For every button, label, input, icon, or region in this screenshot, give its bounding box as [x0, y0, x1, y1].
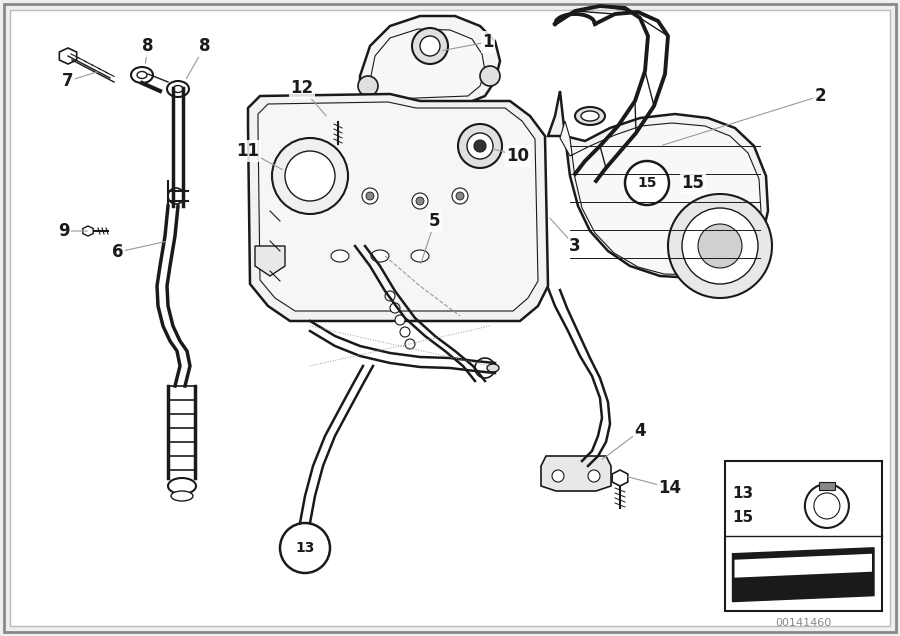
Ellipse shape — [371, 250, 389, 262]
Circle shape — [420, 36, 440, 56]
Circle shape — [280, 523, 330, 573]
Circle shape — [480, 66, 500, 86]
Circle shape — [668, 194, 772, 298]
Text: 13: 13 — [295, 541, 315, 555]
Polygon shape — [332, 110, 344, 122]
Polygon shape — [255, 246, 285, 276]
FancyBboxPatch shape — [10, 10, 890, 626]
Polygon shape — [59, 48, 76, 64]
Ellipse shape — [168, 478, 196, 494]
Circle shape — [390, 303, 400, 313]
Polygon shape — [258, 102, 538, 311]
Circle shape — [625, 161, 669, 205]
Circle shape — [474, 140, 486, 152]
Circle shape — [456, 192, 464, 200]
Ellipse shape — [167, 81, 189, 97]
Text: 7: 7 — [62, 72, 74, 90]
Ellipse shape — [581, 111, 599, 121]
FancyBboxPatch shape — [724, 461, 882, 611]
Circle shape — [362, 188, 378, 204]
Circle shape — [416, 197, 424, 205]
Text: 4: 4 — [634, 422, 646, 440]
Polygon shape — [548, 91, 768, 278]
Circle shape — [698, 224, 742, 268]
Text: 15: 15 — [681, 174, 705, 192]
Text: 3: 3 — [569, 237, 580, 255]
Circle shape — [385, 291, 395, 301]
Ellipse shape — [173, 85, 183, 92]
Polygon shape — [612, 470, 628, 486]
Polygon shape — [248, 94, 548, 321]
Ellipse shape — [575, 107, 605, 125]
Circle shape — [366, 192, 374, 200]
Ellipse shape — [594, 171, 622, 191]
Text: 11: 11 — [237, 142, 259, 160]
Text: 2: 2 — [814, 87, 826, 105]
Text: 15: 15 — [733, 511, 753, 525]
Circle shape — [588, 470, 600, 482]
Circle shape — [452, 188, 468, 204]
Ellipse shape — [137, 71, 147, 78]
Circle shape — [682, 208, 758, 284]
Polygon shape — [560, 121, 761, 275]
Ellipse shape — [331, 250, 349, 262]
Ellipse shape — [171, 491, 193, 501]
Text: 8: 8 — [142, 37, 154, 55]
Circle shape — [467, 133, 493, 159]
Bar — [819, 482, 835, 490]
Circle shape — [272, 138, 348, 214]
Ellipse shape — [411, 250, 429, 262]
Circle shape — [475, 358, 495, 378]
Circle shape — [412, 28, 448, 64]
FancyBboxPatch shape — [4, 4, 896, 632]
Circle shape — [552, 470, 564, 482]
Text: 5: 5 — [429, 212, 441, 230]
Ellipse shape — [487, 364, 499, 372]
Text: 8: 8 — [199, 37, 211, 55]
Text: 00141460: 00141460 — [775, 618, 832, 628]
Text: 10: 10 — [507, 147, 529, 165]
Ellipse shape — [595, 166, 611, 180]
Text: 15: 15 — [637, 176, 657, 190]
Polygon shape — [370, 29, 485, 99]
Circle shape — [285, 151, 335, 201]
Circle shape — [814, 493, 840, 519]
Circle shape — [412, 193, 428, 209]
Circle shape — [405, 339, 415, 349]
Polygon shape — [541, 456, 611, 491]
Text: 6: 6 — [112, 243, 124, 261]
Text: 13: 13 — [733, 487, 753, 501]
Polygon shape — [734, 554, 872, 577]
Circle shape — [458, 124, 502, 168]
Ellipse shape — [641, 196, 669, 216]
Circle shape — [168, 188, 184, 204]
Circle shape — [400, 327, 410, 337]
Text: 14: 14 — [659, 479, 681, 497]
Polygon shape — [83, 226, 94, 236]
Text: 9: 9 — [58, 222, 70, 240]
Polygon shape — [360, 16, 500, 108]
Ellipse shape — [131, 67, 153, 83]
Ellipse shape — [573, 461, 595, 475]
Text: 12: 12 — [291, 79, 313, 97]
Circle shape — [358, 76, 378, 96]
Text: 1: 1 — [482, 33, 494, 51]
Circle shape — [805, 484, 849, 528]
Polygon shape — [733, 548, 874, 602]
Circle shape — [395, 315, 405, 325]
